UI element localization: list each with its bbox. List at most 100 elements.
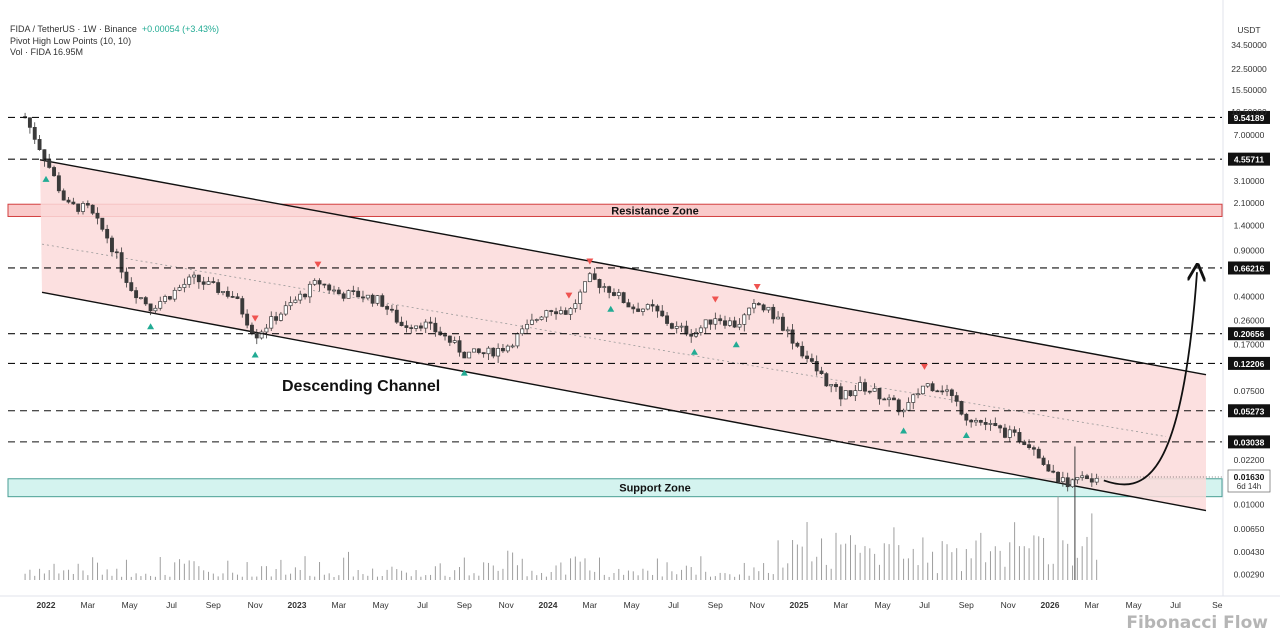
candle [269,311,274,331]
volume-line: Vol · FIDA 16.95M [10,47,84,57]
candle [751,299,756,314]
price-tick: 0.40000 [1234,291,1265,301]
candle [1075,477,1080,484]
candle [317,278,322,292]
candle [148,303,153,316]
candle [602,283,607,293]
candle [61,188,66,201]
channel-lower-line[interactable] [41,291,1207,512]
candle [327,283,332,294]
candle [597,278,602,294]
candle [341,291,346,302]
candle [385,304,390,316]
candle [660,305,665,318]
candle [539,316,544,321]
current-price-tag [1227,469,1271,493]
price-tick: 0.26000 [1234,316,1265,326]
price-tick: 0.01000 [1234,500,1265,510]
candle [525,319,530,334]
candle [32,122,37,145]
price-tick: 22.50000 [1231,64,1267,74]
candle [621,291,626,304]
candle [998,424,1003,434]
candle [283,301,288,316]
candle [616,288,621,300]
price-tick: 0.07500 [1234,386,1265,396]
candle [655,304,660,318]
channel-upper-line[interactable] [39,159,1207,376]
symbol-line: FIDA / TetherUS · 1W · Binance +0.00054 (… [10,24,219,36]
candle [863,378,867,395]
channel-label: Descending Channel [282,378,440,395]
candle [235,293,240,300]
candle [896,398,901,416]
candle [631,304,636,314]
candle [380,293,385,308]
candle [703,319,708,334]
candle [365,294,370,300]
pivot-high-marker [314,261,322,268]
candle [544,309,549,322]
candle [110,235,114,256]
resistance-zone-label: Resistance Zone [611,205,698,217]
time-tick: Mar [834,600,849,610]
candle [37,135,42,151]
candle [1027,439,1032,450]
time-tick: Nov [499,600,515,610]
key-level-tag [1228,327,1270,341]
candle [674,321,679,334]
price-tick: 0.00290 [1234,569,1265,579]
time-tick: 2023 [288,600,307,610]
time-tick: Jul [668,600,679,610]
candle [954,391,959,407]
candle [428,316,433,330]
time-tick: Mar [81,600,96,610]
support-zone[interactable] [7,478,1223,498]
candle [645,303,650,311]
time-tick: Sep [708,600,723,610]
candle [76,203,81,215]
candle [138,297,143,300]
candle [447,335,452,346]
candle [81,201,85,215]
candle [216,279,221,295]
candle [158,296,163,311]
candle [399,316,404,327]
candle [587,271,592,283]
candle [930,381,935,392]
candle [583,281,587,293]
key-level-label: 4.55711 [1234,155,1265,165]
candle [747,307,752,320]
candle [389,304,394,313]
key-level-tag [1228,435,1270,449]
watermark: Fibonacci Flow [1126,613,1268,633]
candle [771,304,776,324]
candle [636,302,641,313]
candle [988,419,993,431]
candle [780,313,785,332]
candle [177,284,182,292]
candle [935,389,940,393]
candle [978,419,983,426]
time-tick: 2025 [790,600,809,610]
candle [983,417,988,431]
candle [824,372,829,387]
candle [66,197,71,204]
candle [404,320,409,333]
candle [245,309,250,329]
candle [278,311,283,322]
candle [834,381,838,392]
time-tick: May [373,600,390,610]
candle [916,388,921,399]
time-tick: Jul [1170,600,1181,610]
time-tick: 2022 [37,600,56,610]
candle [351,285,356,296]
current-price-label: 0.01630 [1234,472,1265,482]
candle [520,325,525,336]
candle [52,165,56,177]
price-tick: 0.02200 [1234,455,1265,465]
candle [1007,425,1012,442]
candle [949,388,954,403]
candle [27,117,32,134]
